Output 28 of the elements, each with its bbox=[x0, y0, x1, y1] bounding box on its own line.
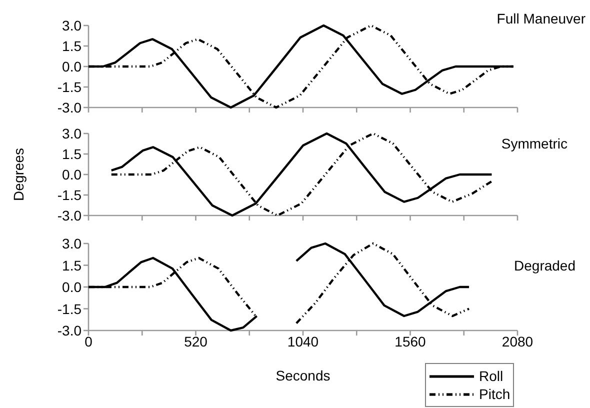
x-tick-label: 0 bbox=[84, 334, 93, 350]
y-tick-label: -1.5 bbox=[57, 79, 82, 95]
y-tick-label: -3.0 bbox=[57, 322, 82, 338]
y-tick-label: 1.5 bbox=[62, 257, 82, 274]
x-tick-label: 1040 bbox=[287, 334, 319, 350]
y-tick-label: 0.0 bbox=[62, 279, 82, 295]
y-tick-label: 3.0 bbox=[62, 18, 82, 34]
x-tick-label: 1560 bbox=[394, 334, 426, 350]
y-tick-label: 0.0 bbox=[62, 58, 82, 74]
y-tick-label: 3.0 bbox=[62, 126, 82, 142]
x-axis-title: Seconds bbox=[276, 368, 330, 384]
y-tick-label: -3.0 bbox=[57, 208, 82, 224]
y-tick-label: 0.0 bbox=[62, 166, 82, 182]
y-tick-label: 1.5 bbox=[62, 38, 82, 54]
line-series bbox=[110, 132, 493, 217]
y-tick-label: 1.5 bbox=[62, 146, 82, 162]
chart-title: Symmetric bbox=[501, 136, 568, 152]
y-tick-label: -1.5 bbox=[57, 187, 82, 203]
x-tick-label: 520 bbox=[184, 334, 208, 350]
legend-label: Roll bbox=[479, 367, 504, 385]
text: Degraded bbox=[514, 258, 576, 274]
chart-title: Full Maneuver bbox=[496, 10, 586, 26]
y-axis-title: Degrees bbox=[10, 148, 26, 201]
y-tick-label: -3.0 bbox=[57, 100, 82, 116]
y-tick-label: 3.0 bbox=[62, 236, 82, 252]
x-tick-label: 2080 bbox=[502, 334, 534, 350]
y-tick-label: -1.5 bbox=[57, 300, 82, 317]
legend-label: Pitch bbox=[479, 385, 510, 403]
